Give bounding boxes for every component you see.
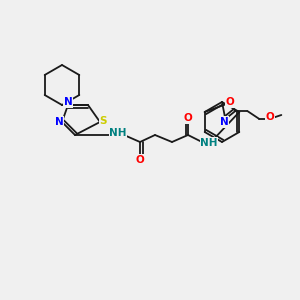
Text: S: S — [99, 116, 107, 126]
Text: O: O — [184, 113, 192, 123]
Text: N: N — [55, 117, 63, 127]
Text: N: N — [220, 117, 229, 127]
Text: O: O — [226, 97, 235, 107]
Text: N: N — [64, 97, 72, 107]
Text: O: O — [266, 112, 275, 122]
Text: NH: NH — [200, 138, 218, 148]
Text: O: O — [136, 155, 144, 165]
Text: NH: NH — [109, 128, 127, 138]
